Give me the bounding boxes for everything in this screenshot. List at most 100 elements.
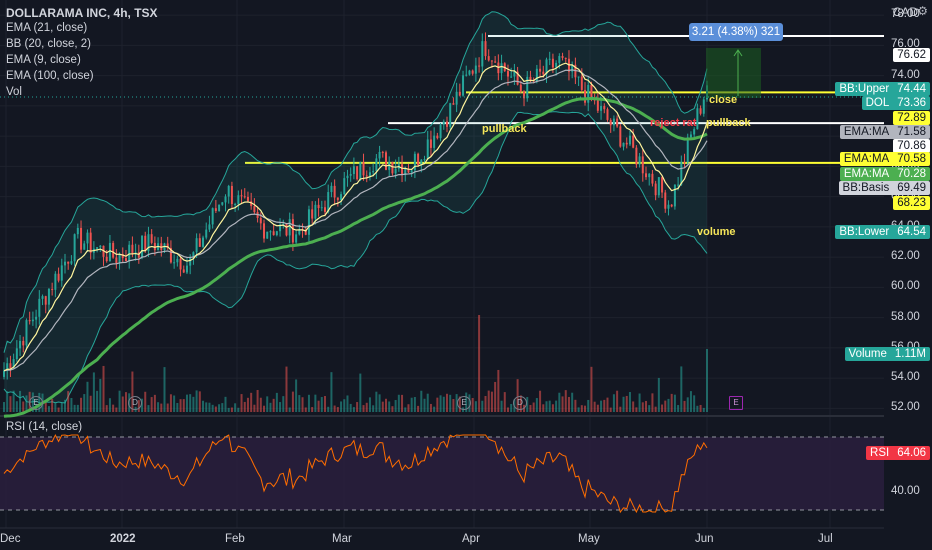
volume-bar — [221, 403, 224, 412]
rsi-line — [0, 433, 884, 514]
legend-bb[interactable]: BB (20, close, 2) — [6, 38, 92, 50]
volume-bar — [57, 407, 60, 412]
dividend-event-icon[interactable]: D — [128, 396, 142, 410]
volume-bar — [96, 390, 99, 412]
volume-bar — [625, 395, 628, 412]
annotation-pullback-right[interactable]: pullback — [706, 117, 751, 129]
candle-body — [384, 152, 387, 170]
candle-body — [279, 224, 282, 232]
earnings-upcoming-icon[interactable]: E — [729, 396, 743, 410]
candle-body — [455, 91, 458, 105]
volume-bar — [667, 398, 670, 412]
legend-ema100[interactable]: EMA (100, close) — [6, 70, 94, 82]
currency-label[interactable]: CAD — [892, 5, 918, 19]
volume-bar — [6, 391, 9, 412]
dividend-event-icon[interactable]: D — [513, 396, 527, 410]
volume-bar — [632, 401, 635, 412]
volume-bar — [89, 395, 92, 412]
volume-bar — [118, 390, 121, 412]
candle-body — [317, 204, 320, 209]
volume-bar — [124, 392, 127, 412]
rsi-title[interactable]: RSI (14, close) — [6, 421, 83, 433]
volume-bar — [301, 397, 304, 412]
volume-bar — [426, 393, 429, 412]
volume-bar — [60, 402, 63, 412]
candle-body — [115, 257, 118, 264]
candle-body — [535, 68, 538, 82]
time-tick-label: Dec — [0, 533, 21, 545]
volume-bars — [3, 315, 708, 412]
candles — [3, 32, 708, 380]
volume-bar — [693, 395, 696, 412]
price-tag: BB:Basis 69.49 — [838, 181, 930, 195]
candle-body — [291, 219, 294, 243]
volume-bar — [590, 366, 593, 412]
candle-body — [359, 162, 362, 180]
candle-body — [426, 139, 429, 160]
earnings-event-icon[interactable]: E — [29, 396, 43, 410]
candle-body — [73, 234, 76, 262]
price-tick-label: 58.00 — [891, 310, 920, 323]
price-tag-value: 64.54 — [897, 226, 926, 238]
legend-ema9[interactable]: EMA (9, close) — [6, 54, 81, 66]
volume-bar — [381, 401, 384, 412]
volume-bar — [645, 400, 648, 412]
volume-bar — [561, 396, 564, 412]
volume-bar — [102, 365, 105, 412]
candle-body — [590, 84, 593, 99]
volume-bar — [375, 391, 378, 412]
candle-body — [381, 151, 384, 153]
volume-bar — [365, 402, 368, 412]
volume-bar — [677, 405, 680, 412]
legend-vol[interactable]: Vol — [6, 86, 22, 98]
volume-bar — [542, 404, 545, 412]
price-tick-label: 62.00 — [891, 250, 920, 263]
price-tag-value: 72.89 — [897, 112, 926, 124]
candle-body — [645, 173, 648, 178]
candle-body — [439, 124, 442, 139]
volume-bar — [484, 395, 487, 412]
candle-body — [295, 234, 298, 243]
candle-body — [429, 139, 432, 148]
candle-body — [166, 243, 169, 248]
candle-body — [218, 204, 221, 212]
candle-body — [311, 209, 314, 219]
volume-bar — [500, 400, 503, 412]
candle-body — [526, 76, 529, 99]
candle-body — [555, 62, 558, 68]
volume-bar — [76, 404, 79, 412]
volume-bar — [15, 401, 18, 412]
candle-body — [545, 59, 548, 75]
candle-body — [548, 58, 551, 60]
volume-bar — [359, 373, 362, 412]
legend-ema21[interactable]: EMA (21, close) — [6, 22, 88, 34]
volume-bar — [442, 396, 445, 412]
volume-bar — [3, 402, 5, 412]
candle-body — [63, 261, 66, 266]
measure-label[interactable]: 3.21 (4.38%) 321 — [689, 23, 783, 41]
settings-gear-icon[interactable]: ⚙ — [917, 4, 928, 18]
volume-bar — [622, 396, 625, 412]
volume-bar — [413, 397, 416, 412]
volume-bar — [202, 400, 205, 412]
candle-body — [696, 108, 699, 130]
volume-bar — [246, 397, 249, 412]
volume-bar — [108, 398, 111, 412]
candle-body — [112, 242, 115, 258]
candle-body — [263, 223, 266, 239]
symbol-title: DOLLARAMA INC, 4h, TSX — [6, 6, 158, 20]
volume-bar — [388, 401, 391, 412]
candle-body — [189, 257, 192, 266]
volume-bar — [176, 402, 179, 412]
annotation-pullback-left[interactable]: pullback — [482, 123, 527, 135]
annotation-close[interactable]: close — [709, 94, 738, 106]
candle-body — [606, 109, 609, 120]
candle-body — [221, 202, 224, 205]
annotation-volume[interactable]: volume — [697, 226, 736, 238]
annotation-reject[interactable]: reject rat — [650, 117, 697, 129]
price-tick-label: 78.00 — [891, 8, 920, 21]
candle-body — [108, 242, 111, 262]
candle-body — [558, 56, 561, 63]
earnings-event-icon[interactable]: E — [457, 396, 471, 410]
